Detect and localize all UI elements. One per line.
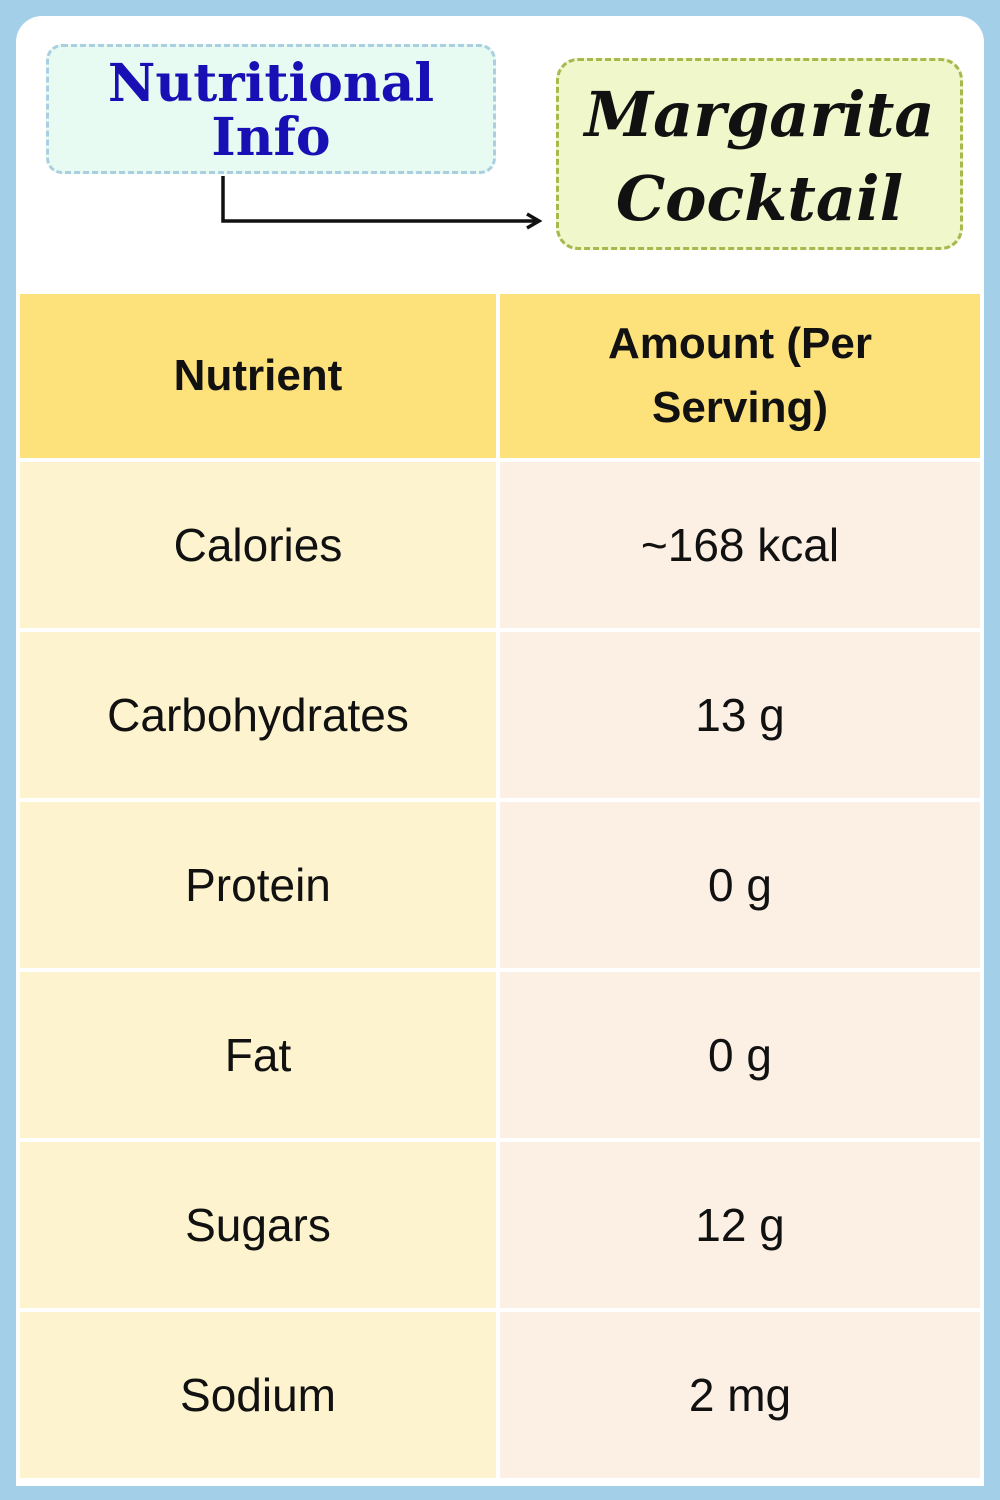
nutritional-info-badge: Nutritional Info: [46, 44, 496, 174]
amount-cell: ~168 kcal: [500, 462, 980, 628]
table-row: Calories ~168 kcal: [20, 462, 980, 628]
badge-line-2: Info: [211, 107, 331, 168]
table-row: Protein 0 g: [20, 802, 980, 968]
amount-cell: 12 g: [500, 1142, 980, 1308]
amount-cell: 0 g: [500, 972, 980, 1138]
elbow-arrow-icon: [221, 176, 543, 230]
nutrient-cell: Fat: [20, 972, 496, 1138]
nutrient-cell: Carbohydrates: [20, 632, 496, 798]
badge-line-1: Nutritional: [107, 53, 435, 114]
nutrient-cell: Sugars: [20, 1142, 496, 1308]
title-line-2: Cocktail: [615, 162, 904, 235]
amount-cell: 13 g: [500, 632, 980, 798]
info-card: Nutritional Info Margarita Cocktail Nutr…: [16, 16, 984, 1486]
cocktail-title-box: Margarita Cocktail: [556, 58, 963, 250]
header-amount: Amount (Per Serving): [500, 294, 980, 458]
table-row: Sodium 2 mg: [20, 1312, 980, 1478]
amount-cell: 2 mg: [500, 1312, 980, 1478]
table-row: Carbohydrates 13 g: [20, 632, 980, 798]
nutrient-cell: Calories: [20, 462, 496, 628]
nutrient-cell: Sodium: [20, 1312, 496, 1478]
table-row: Fat 0 g: [20, 972, 980, 1138]
header-nutrient: Nutrient: [20, 294, 496, 458]
title-line-1: Margarita: [584, 78, 935, 151]
amount-cell: 0 g: [500, 802, 980, 968]
nutrient-cell: Protein: [20, 802, 496, 968]
table-header-row: Nutrient Amount (Per Serving): [20, 294, 980, 458]
nutrition-table: Nutrient Amount (Per Serving) Calories ~…: [16, 290, 984, 1482]
table-row: Sugars 12 g: [20, 1142, 980, 1308]
